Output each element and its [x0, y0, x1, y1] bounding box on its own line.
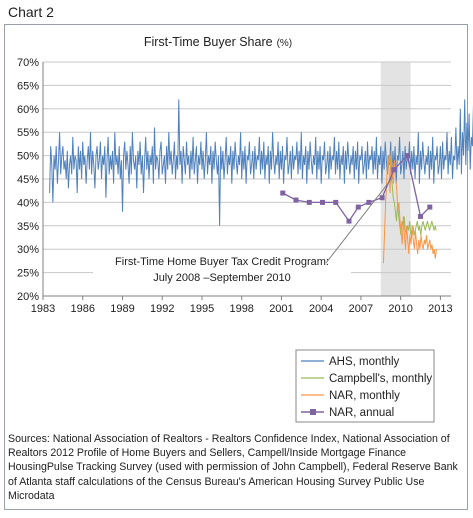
y-tick-label: 25% — [17, 268, 39, 280]
legend-box — [295, 349, 435, 423]
legend-item: NAR, monthly — [301, 390, 400, 402]
data-point — [391, 167, 397, 173]
data-point — [320, 199, 326, 205]
annotation-text-line2: July 2008 –September 2010 — [153, 272, 291, 284]
annotation-background — [93, 253, 351, 289]
x-tick-label: 2010 — [388, 303, 412, 315]
legend-label: Campbell's, monthly — [329, 373, 432, 385]
y-tick-label: 20% — [17, 291, 39, 303]
y-tick-label: 50% — [17, 151, 39, 163]
data-point — [333, 199, 339, 205]
legend-label: NAR, annual — [329, 407, 394, 419]
data-point — [346, 218, 352, 224]
x-tick-label: 2004 — [309, 303, 333, 315]
data-point — [418, 213, 424, 219]
y-tick-label: 30% — [17, 244, 39, 256]
legend-label: AHS, monthly — [329, 356, 400, 368]
legend-item: NAR, annual — [301, 407, 394, 419]
annotation-arrow — [325, 178, 392, 264]
x-tick-label: 1986 — [70, 303, 94, 315]
legend-item: Campbell's, monthly — [301, 373, 432, 385]
data-point — [379, 195, 385, 201]
y-tick-label: 55% — [17, 127, 39, 139]
y-tick-label: 65% — [17, 80, 39, 92]
chart-frame — [4, 24, 468, 510]
data-point — [404, 153, 410, 159]
series-nar-annual — [280, 153, 433, 224]
series-line — [49, 99, 473, 226]
legend-item: AHS, monthly — [301, 356, 400, 368]
y-tick-label: 60% — [17, 104, 39, 116]
data-point — [306, 199, 312, 205]
legend-label: NAR, monthly — [329, 390, 400, 402]
x-tick-label: 1983 — [31, 303, 55, 315]
data-point — [280, 190, 286, 196]
chart-label: Chart 2 — [8, 4, 54, 20]
data-point — [427, 204, 433, 210]
y-tick-label: 40% — [17, 197, 39, 209]
series-ahs-monthly — [49, 99, 473, 226]
x-tick-label: 2007 — [349, 303, 373, 315]
data-point — [355, 204, 361, 210]
x-tick-label: 1989 — [110, 303, 134, 315]
data-point — [366, 199, 372, 205]
chart-title: First-Time Buyer Share (%) — [144, 35, 292, 49]
y-tick-label: 70% — [17, 57, 39, 69]
legend-marker — [310, 409, 316, 415]
x-tick-label: 1998 — [229, 303, 253, 315]
data-point — [293, 197, 299, 203]
y-tick-label: 35% — [17, 221, 39, 233]
annotation-text-line1: First-Time Home Buyer Tax Credit Program… — [115, 256, 329, 268]
x-tick-label: 1992 — [150, 303, 174, 315]
x-tick-label: 2013 — [428, 303, 452, 315]
x-tick-label: 1995 — [190, 303, 214, 315]
x-tick-label: 2001 — [269, 303, 293, 315]
chart-svg: 20% 25% 30% 35% 40% 45% 50% 55% 60% 65% 70% 1983 198… — [17, 35, 473, 423]
sources-note: Sources: National Association of Realtor… — [8, 433, 458, 502]
y-tick-label: 45% — [17, 174, 39, 186]
